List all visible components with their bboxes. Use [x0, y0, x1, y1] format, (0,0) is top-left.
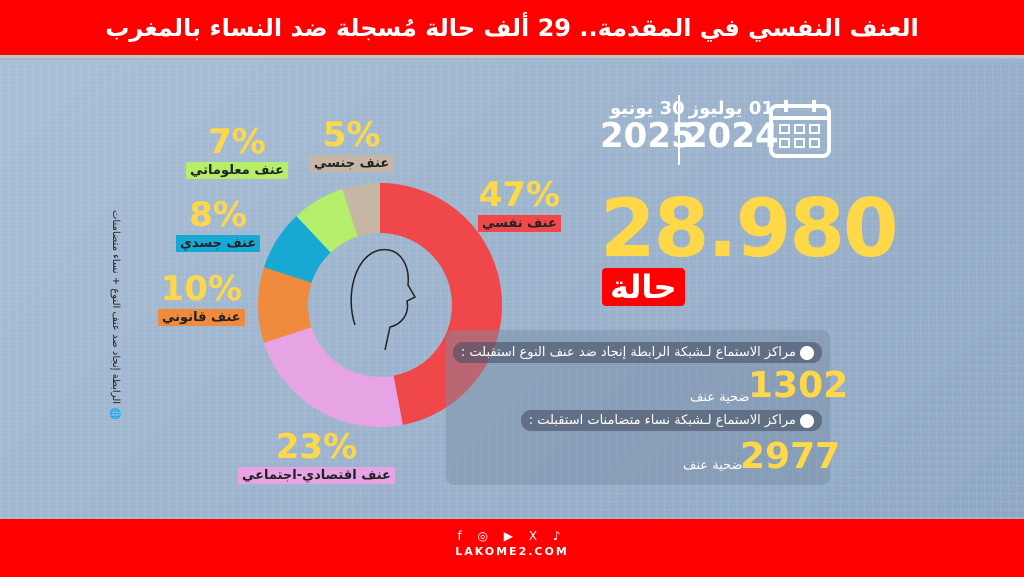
- label-info: 7% عنف معلوماتي: [186, 122, 289, 179]
- center-1-label: مراكز الاستماع لـشبكة الرابطة إنجاد ضد ع…: [452, 342, 822, 363]
- pct-label: 10%: [160, 269, 243, 309]
- date-to: 30 يونيو 2025: [600, 98, 695, 153]
- divider: [678, 95, 680, 165]
- label-psych: 47% عنف نفسي: [478, 178, 561, 232]
- to-year: 2025: [600, 116, 695, 156]
- face-illustration: [308, 233, 452, 377]
- category-label: عنف جنسي: [310, 155, 394, 172]
- header: العنف النفسي في المقدمة.. 29 ألف حالة مُ…: [0, 0, 1024, 58]
- calendar-icon: [769, 100, 831, 158]
- user-icon: [800, 345, 814, 360]
- site-name[interactable]: LAKOME2.COM: [455, 545, 569, 558]
- donut-slice: [380, 183, 502, 425]
- label-physical: 8% عنف جسدي: [176, 195, 261, 252]
- donut-slice: [296, 188, 358, 253]
- center-1-unit: ضحية عنف: [690, 390, 750, 405]
- category-label: عنف قانوني: [158, 309, 245, 326]
- center-1-value: 1302: [748, 365, 849, 406]
- category-label: عنف اقتصادي-اجتماعي: [238, 467, 395, 484]
- center-2-unit: ضحية عنف: [683, 458, 743, 473]
- from-day: 01 يوليوز: [688, 98, 774, 119]
- from-year: 2024: [684, 116, 779, 156]
- donut-slice: [263, 327, 403, 427]
- donut-slice: [342, 183, 380, 237]
- center-label: مراكز الاستماع لـشبكة نساء متضامنات استق…: [528, 413, 796, 428]
- date-from: 01 يوليوز 2024: [684, 98, 779, 153]
- pct-label: 23%: [275, 427, 358, 467]
- pct-label: 8%: [189, 195, 247, 235]
- source-credit: 🌐 الرابطة إنجاد ضد عنف النوع + نساء متضا…: [110, 210, 121, 419]
- category-label: عنف معلوماتي: [186, 162, 289, 179]
- center-2-value: 2977: [740, 436, 841, 477]
- category-label: عنف جسدي: [176, 235, 261, 252]
- category-label: عنف نفسي: [478, 215, 561, 232]
- pct-label: 47%: [478, 175, 561, 215]
- pct-label: 5%: [322, 115, 381, 155]
- source-text: الرابطة إنجاد ضد عنف النوع + نساء متضامن…: [110, 210, 121, 405]
- social-icons[interactable]: f ◎ ▶ X ♪: [457, 529, 567, 543]
- donut-slice: [263, 216, 331, 283]
- pct-label: 7%: [208, 122, 266, 162]
- center-2-label: مراكز الاستماع لـشبكة نساء متضامنات استق…: [520, 410, 822, 431]
- to-day: 30 يونيو: [609, 98, 685, 119]
- footer: f ◎ ▶ X ♪ LAKOME2.COM: [0, 519, 1024, 577]
- user-icon: [800, 413, 814, 428]
- label-legal: 10% عنف قانوني: [158, 272, 245, 326]
- center-label: مراكز الاستماع لـشبكة الرابطة إنجاد ضد ع…: [460, 345, 796, 360]
- label-econ: 23% عنف اقتصادي-اجتماعي: [238, 430, 395, 484]
- total-cases: 28.980: [600, 182, 899, 275]
- donut-slice: [258, 267, 312, 343]
- page-title: العنف النفسي في المقدمة.. 29 ألف حالة مُ…: [105, 13, 919, 42]
- face-line-art: [350, 249, 417, 351]
- background: [0, 60, 1024, 518]
- globe-icon: 🌐: [110, 404, 121, 420]
- cases-unit: حالة: [602, 268, 685, 306]
- donut-chart: [258, 183, 502, 427]
- label-sexual: 5% عنف جنسي: [310, 115, 394, 172]
